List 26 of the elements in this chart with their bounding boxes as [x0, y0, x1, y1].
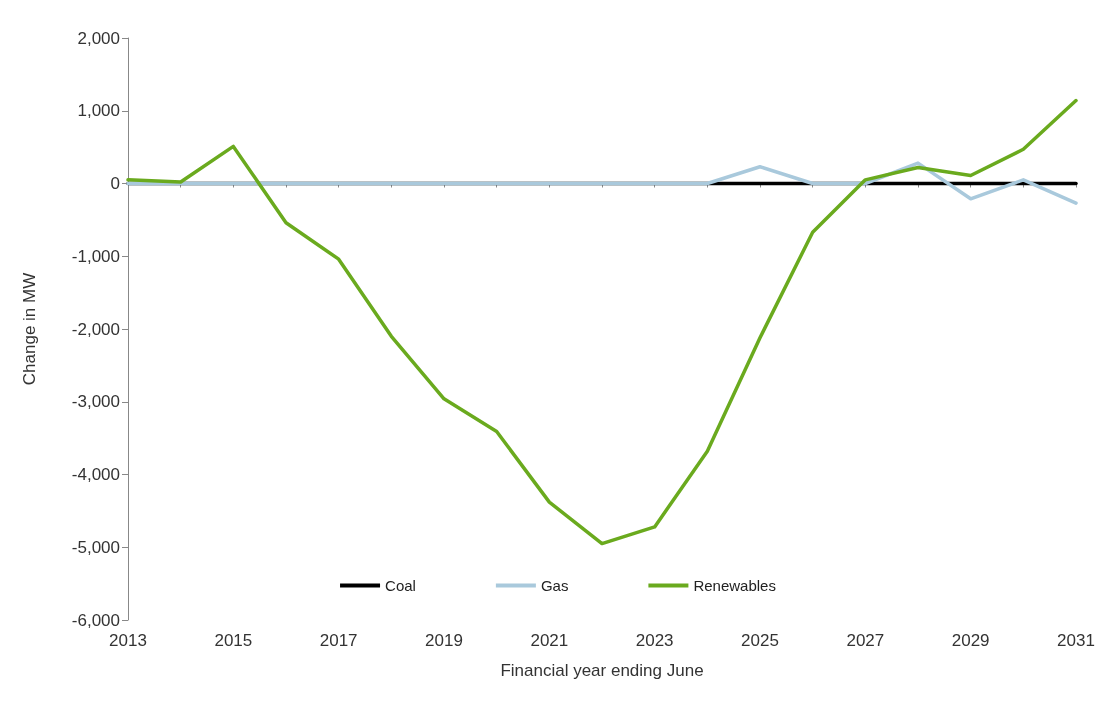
x-tick-label: 2025	[741, 631, 779, 650]
y-tick-label: 2,000	[77, 28, 120, 48]
x-axis-title: Financial year ending June	[500, 661, 704, 680]
x-tick-label: 2031	[1057, 631, 1095, 650]
x-tick-label: 2023	[635, 631, 674, 650]
line-series	[126, 98, 1078, 546]
y-tick-label: 0	[110, 174, 120, 193]
y-tick-label: -3,000	[71, 392, 120, 412]
y-axis-title: Change in MW	[20, 272, 39, 386]
y-tick-label: -6,000	[71, 610, 120, 630]
legend-label: Gas	[540, 577, 569, 594]
x-tick-label: 2019	[425, 631, 463, 650]
legend-label: Coal	[385, 577, 416, 594]
y-tick-label: -5,000	[71, 537, 120, 557]
y-tick-label: 1,000	[77, 101, 120, 121]
line-series	[126, 161, 1078, 205]
x-tick-label: 2017	[319, 631, 358, 650]
x-tick-label: 2015	[214, 631, 253, 650]
y-tick-label: -4,000	[71, 465, 120, 484]
legend-label: Renewables	[693, 577, 776, 594]
x-tick-label: 2013	[109, 631, 147, 650]
x-tick-label: 2029	[951, 631, 990, 650]
y-tick-label: -1,000	[71, 246, 120, 266]
y-tick-label: -2,000	[71, 319, 120, 339]
x-tick-label: 2027	[846, 631, 885, 650]
x-tick-label: 2021	[530, 631, 569, 650]
